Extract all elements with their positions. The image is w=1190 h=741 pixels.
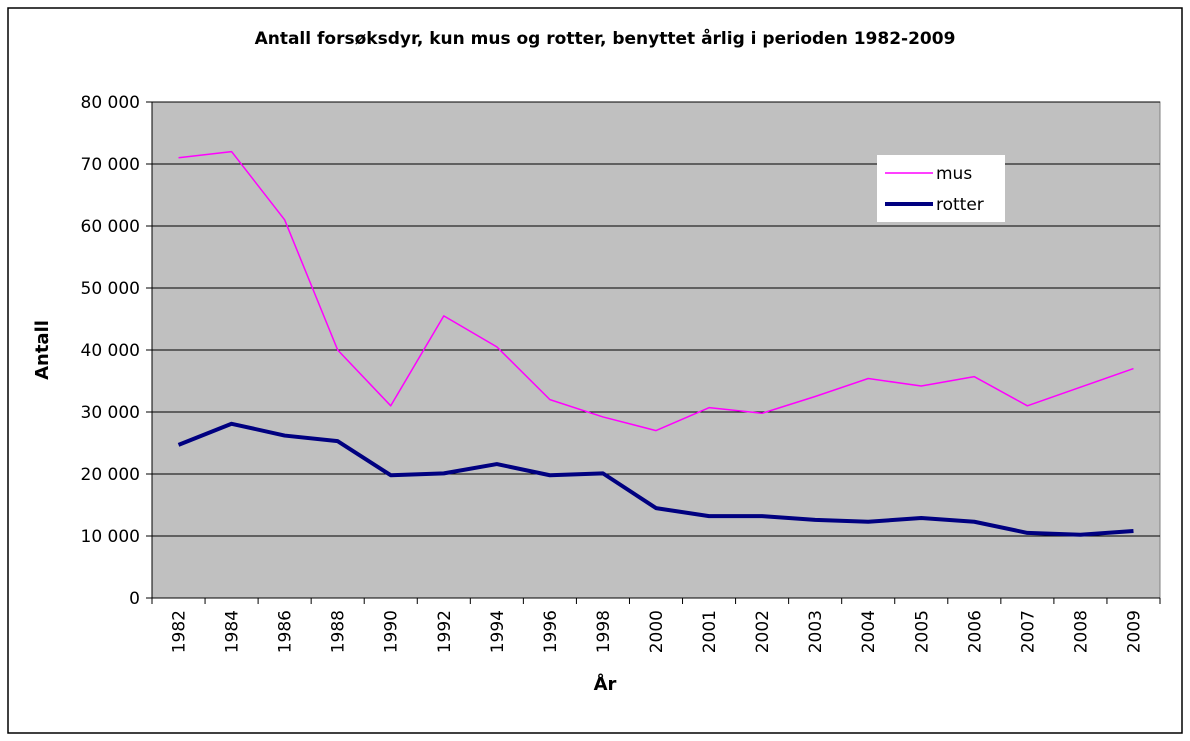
x-tick-label: 1998 (594, 610, 614, 653)
x-tick-label: 1992 (435, 610, 455, 653)
x-tick-label: 1984 (223, 610, 243, 653)
y-tick-label: 30 000 (81, 403, 140, 423)
x-tick-label: 2006 (965, 610, 985, 653)
y-tick-label: 40 000 (81, 341, 140, 361)
x-tick-label: 1990 (382, 610, 402, 653)
x-tick-label: 1982 (170, 610, 190, 653)
x-tick-label: 2008 (1071, 610, 1091, 653)
y-tick-label: 20 000 (81, 465, 140, 485)
y-tick-label: 60 000 (81, 217, 140, 237)
x-tick-label: 2007 (1018, 610, 1038, 653)
x-tick-label: 1994 (488, 610, 508, 653)
x-tick-label: 2000 (647, 610, 667, 653)
y-tick-label: 50 000 (81, 279, 140, 299)
legend-box (877, 155, 1005, 222)
y-tick-label: 70 000 (81, 155, 140, 175)
x-tick-label: 2009 (1124, 610, 1144, 653)
x-tick-label: 2004 (859, 610, 879, 653)
x-tick-label: 1996 (541, 610, 561, 653)
line-series (177, 421, 1134, 537)
legend-label: rotter (936, 195, 984, 215)
y-axis-title: Antall (32, 320, 53, 380)
x-tick-label: 2002 (753, 610, 773, 653)
chart-title: Antall forsøksdyr, kun mus og rotter, be… (255, 27, 956, 49)
x-tick-label: 2003 (806, 610, 826, 653)
x-tick-label: 1988 (329, 610, 349, 653)
y-tick-label: 0 (129, 589, 140, 609)
y-tick-label: 80 000 (81, 93, 140, 113)
x-tick-label: 2001 (700, 610, 720, 653)
legend-label: mus (936, 164, 972, 184)
line-series (178, 150, 1134, 432)
x-tick-label: 1986 (276, 610, 296, 653)
x-axis-title: År (594, 672, 617, 695)
y-tick-label: 10 000 (81, 527, 140, 547)
x-tick-label: 2005 (912, 610, 932, 653)
